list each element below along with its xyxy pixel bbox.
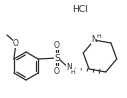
Text: H: H: [71, 69, 75, 74]
Text: H: H: [97, 34, 102, 39]
Text: N: N: [66, 64, 72, 73]
Text: HCl: HCl: [72, 5, 88, 14]
Text: N: N: [91, 34, 97, 44]
Text: O: O: [54, 40, 60, 49]
Text: O: O: [54, 67, 60, 75]
Text: O: O: [13, 39, 19, 48]
Text: S: S: [54, 54, 60, 63]
